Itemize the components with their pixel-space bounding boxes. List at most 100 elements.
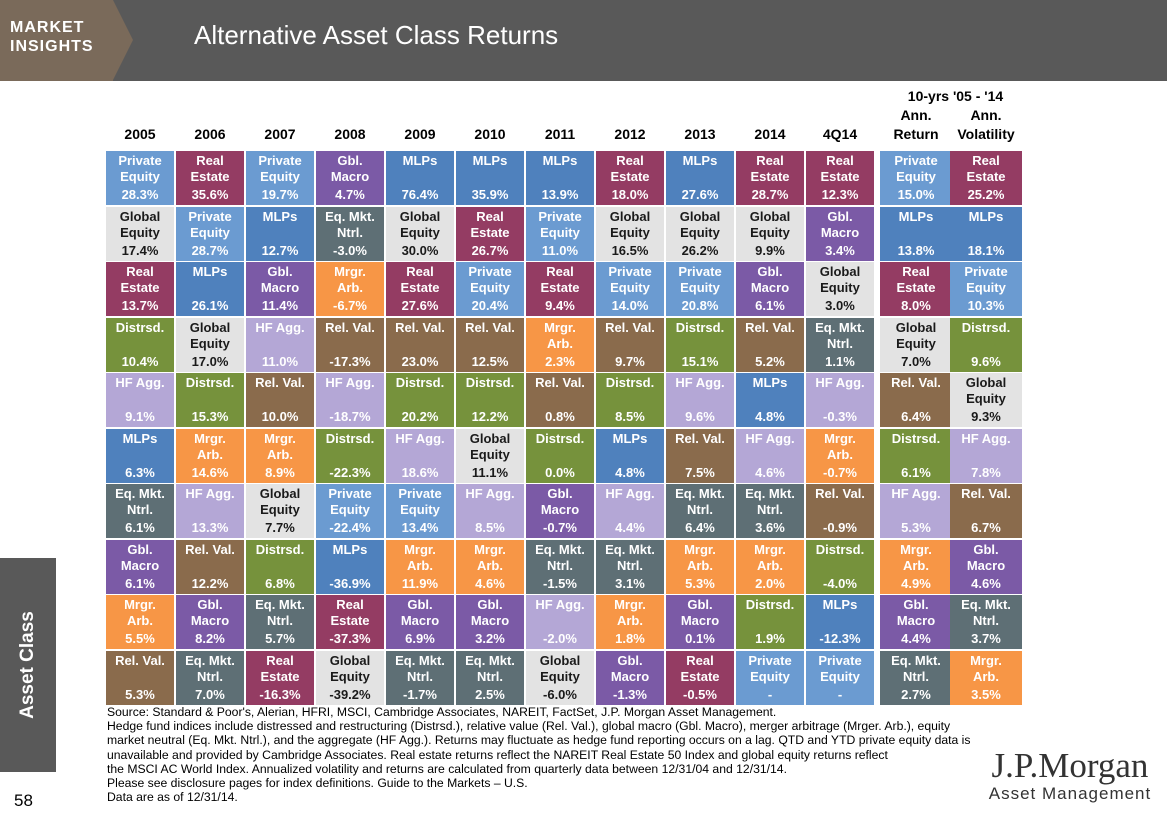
asset-return: -6.7% xyxy=(333,298,367,314)
asset-return: 5.5% xyxy=(125,631,155,647)
asset-cell: Gbl. Macro 6.1% xyxy=(106,540,174,594)
asset-return: 7.0% xyxy=(901,354,931,370)
asset-return: 4.4% xyxy=(901,631,931,647)
asset-return: -4.0% xyxy=(823,576,857,592)
asset-cell: MLPs 27.6% xyxy=(666,151,734,205)
asset-return: 28.3% xyxy=(122,187,159,203)
asset-return: 3.2% xyxy=(475,631,505,647)
asset-return: 3.7% xyxy=(971,631,1001,647)
asset-cell: Distrsd. 9.6% xyxy=(950,318,1022,372)
asset-return: -18.7% xyxy=(329,409,370,425)
asset-cell: HF Agg. -18.7% xyxy=(316,373,384,427)
asset-return: 4.7% xyxy=(335,187,365,203)
asset-name: Rel. Val. xyxy=(605,320,655,336)
asset-return: 8.2% xyxy=(195,631,225,647)
column-header: 2011 xyxy=(524,125,596,144)
asset-cell: Real Estate -37.3% xyxy=(316,595,384,649)
asset-cell: Gbl. Macro -1.3% xyxy=(596,651,664,705)
asset-return: 27.6% xyxy=(402,298,439,314)
asset-cell: Distrsd. 6.1% xyxy=(880,429,952,483)
asset-cell: Mrgr. Arb. 3.5% xyxy=(950,651,1022,705)
footnote-line: the MSCI AC World Index. Annualized vola… xyxy=(107,762,1067,776)
asset-cell: Gbl. Macro 3.4% xyxy=(806,207,874,261)
asset-cell: HF Agg. 11.0% xyxy=(246,318,314,372)
asset-return: 7.7% xyxy=(265,520,295,536)
asset-return: 17.0% xyxy=(192,354,229,370)
asset-return: 5.7% xyxy=(265,631,295,647)
asset-return: -36.9% xyxy=(329,576,370,592)
asset-name: Private Equity xyxy=(398,486,441,518)
asset-name: MLPs xyxy=(899,209,934,225)
asset-cell: Mrgr. Arb. 2.0% xyxy=(736,540,804,594)
asset-name: HF Agg. xyxy=(745,431,794,447)
asset-name: MLPs xyxy=(969,209,1004,225)
asset-cell: Distrsd. 0.0% xyxy=(526,429,594,483)
asset-cell: MLPs -12.3% xyxy=(806,595,874,649)
asset-return: 19.7% xyxy=(262,187,299,203)
column-header: 2007 xyxy=(244,125,316,144)
asset-name: Distrsd. xyxy=(892,431,940,447)
asset-return: -2.0% xyxy=(543,631,577,647)
asset-name: Mrgr. Arb. xyxy=(754,542,786,574)
asset-name: Real Estate xyxy=(120,264,159,296)
asset-cell: Private Equity 28.7% xyxy=(176,207,244,261)
asset-name: Real Estate xyxy=(470,209,509,241)
asset-return: 18.0% xyxy=(612,187,649,203)
asset-name: Eq. Mkt. Ntrl. xyxy=(961,597,1011,629)
asset-name: Gbl. Macro xyxy=(967,542,1005,574)
asset-name: MLPs xyxy=(263,209,298,225)
asset-cell: Mrgr. Arb. 5.5% xyxy=(106,595,174,649)
asset-cell: Gbl. Macro 11.4% xyxy=(246,262,314,316)
asset-return: 4.9% xyxy=(901,576,931,592)
asset-return: 3.1% xyxy=(615,576,645,592)
asset-return: 11.0% xyxy=(542,243,578,259)
asset-cell: Global Equity 3.0% xyxy=(806,262,874,316)
footnote-line: Please see disclosure pages for index de… xyxy=(107,776,1067,790)
asset-cell: Eq. Mkt. Ntrl. 3.7% xyxy=(950,595,1022,649)
asset-cell: Global Equity 7.7% xyxy=(246,484,314,538)
asset-name: Private Equity xyxy=(608,264,651,296)
asset-return: 35.9% xyxy=(472,187,509,203)
asset-return: 6.4% xyxy=(685,520,715,536)
asset-name: Distrsd. xyxy=(536,431,584,447)
asset-return: 0.0% xyxy=(545,465,575,481)
asset-cell: MLPs 18.1% xyxy=(950,207,1022,261)
asset-return: 11.0% xyxy=(262,354,298,370)
column-header: Ann. Return xyxy=(878,106,954,144)
asset-name: Gbl. Macro xyxy=(681,597,719,629)
asset-cell: Private Equity 10.3% xyxy=(950,262,1022,316)
asset-name: Mrgr. Arb. xyxy=(264,431,296,463)
asset-name: Eq. Mkt. Ntrl. xyxy=(815,320,865,352)
asset-cell: Real Estate 9.4% xyxy=(526,262,594,316)
asset-cell: Rel. Val. 0.8% xyxy=(526,373,594,427)
asset-return: -12.3% xyxy=(819,631,860,647)
asset-name: Mrgr. Arb. xyxy=(404,542,436,574)
column-header: 2006 xyxy=(174,125,246,144)
brand-name: J.P.Morgan xyxy=(985,748,1155,784)
asset-return: -1.5% xyxy=(543,576,577,592)
asset-cell: Eq. Mkt. Ntrl. 7.0% xyxy=(176,651,244,705)
asset-cell: Rel. Val. 9.7% xyxy=(596,318,664,372)
asset-cell: Rel. Val. 5.2% xyxy=(736,318,804,372)
asset-return: 17.4% xyxy=(122,243,159,259)
column-header: 2009 xyxy=(384,125,456,144)
asset-cell: Rel. Val. 7.5% xyxy=(666,429,734,483)
asset-cell: MLPs -36.9% xyxy=(316,540,384,594)
group-header: 10-yrs '05 - '14 xyxy=(881,87,1030,106)
logo-arrow xyxy=(113,0,133,80)
asset-cell: HF Agg. 9.1% xyxy=(106,373,174,427)
asset-name: Distrsd. xyxy=(606,375,654,391)
asset-cell: Private Equity 28.3% xyxy=(106,151,174,205)
asset-return: - xyxy=(768,687,772,703)
asset-return: 7.5% xyxy=(685,465,715,481)
asset-name: Private Equity xyxy=(894,153,937,185)
asset-cell: MLPs 13.9% xyxy=(526,151,594,205)
asset-cell: Global Equity 17.0% xyxy=(176,318,244,372)
asset-name: HF Agg. xyxy=(605,486,654,502)
asset-return: 6.1% xyxy=(125,576,155,592)
asset-cell: MLPs 12.7% xyxy=(246,207,314,261)
asset-name: Mrgr. Arb. xyxy=(544,320,576,352)
asset-return: 6.1% xyxy=(755,298,785,314)
asset-return: 23.0% xyxy=(402,354,439,370)
asset-name: Eq. Mkt. Ntrl. xyxy=(185,653,235,685)
